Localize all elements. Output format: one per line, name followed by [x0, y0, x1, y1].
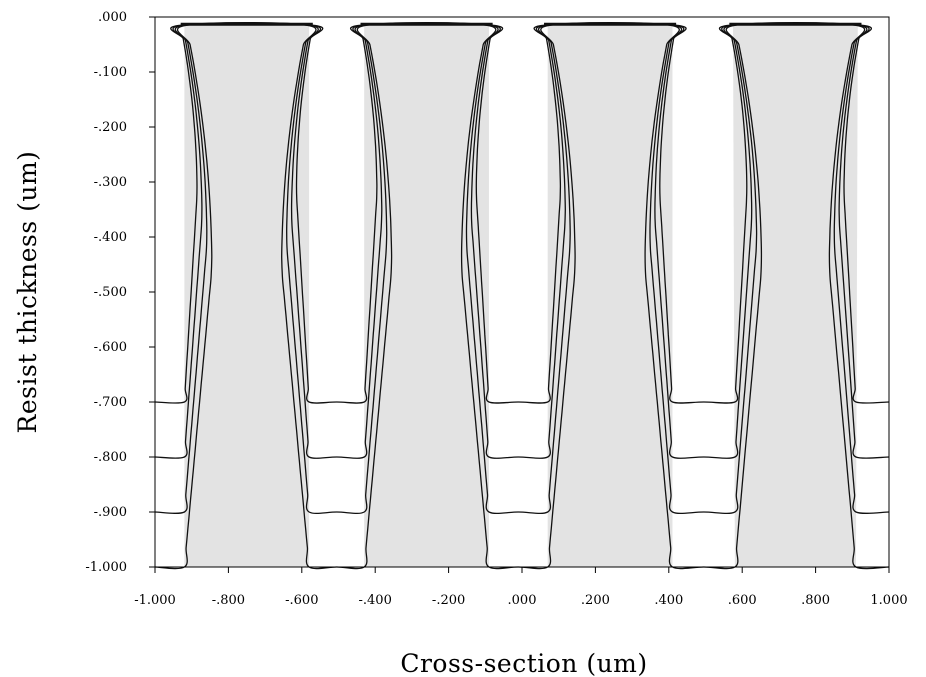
- contour-line-0p800: [154, 22, 890, 459]
- x-tick-label: -.200: [432, 593, 465, 608]
- x-tick-label: -1.000: [134, 593, 176, 608]
- x-tick-label: -.600: [285, 593, 318, 608]
- contour-line-0p900: [154, 22, 890, 515]
- y-tick-label: -.800: [94, 450, 127, 465]
- y-tick-label: -.700: [94, 395, 127, 410]
- x-tick-label: .400: [654, 593, 683, 608]
- resist-line: [547, 25, 673, 567]
- x-tick-label: .800: [801, 593, 830, 608]
- x-axis-ticks: -1.000 -.800 -.600 -.400 -.200 .000 .200 .400 .6…: [134, 567, 908, 608]
- x-axis-title: Cross-section (um): [400, 649, 647, 677]
- resist-line-profiles: [184, 25, 858, 567]
- y-tick-label: -.200: [94, 120, 127, 135]
- y-tick-label: -.500: [94, 285, 127, 300]
- x-tick-label: 1.000: [870, 593, 907, 608]
- y-tick-label: -1.000: [85, 560, 127, 575]
- y-tick-label: -.100: [94, 65, 127, 80]
- resist-line: [733, 25, 858, 567]
- contour-line-0p700: [154, 22, 890, 404]
- resist-line: [364, 25, 489, 567]
- y-tick-label: -.900: [94, 505, 127, 520]
- x-tick-label: -.800: [212, 593, 245, 608]
- x-tick-label: .000: [508, 593, 537, 608]
- x-tick-label: .600: [728, 593, 757, 608]
- y-axis-ticks: .000 -.100 -.200 -.300 -.400 -.500 -.600 -.700 -…: [85, 10, 155, 575]
- y-tick-label: -.600: [94, 340, 127, 355]
- y-axis-title: Resist thickness (um): [13, 151, 42, 434]
- x-tick-label: -.400: [359, 593, 392, 608]
- x-tick-label: .200: [581, 593, 610, 608]
- resist-line: [184, 25, 310, 567]
- y-tick-label: -.300: [94, 175, 127, 190]
- y-tick-label: .000: [98, 10, 127, 25]
- y-tick-label: -.400: [94, 230, 127, 245]
